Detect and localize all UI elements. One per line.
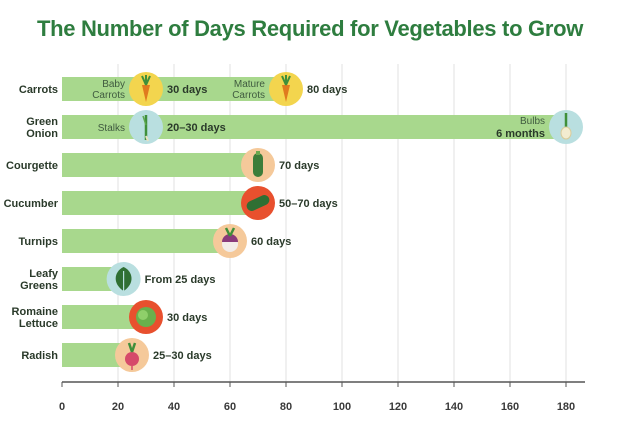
x-tick-label: 120 (389, 401, 407, 413)
carrot-leaves (141, 75, 151, 86)
marker-sublabel: Baby Carrots (92, 79, 125, 101)
bar (62, 153, 258, 177)
x-tick-label: 40 (168, 401, 180, 413)
category-label: Courgette (6, 160, 58, 172)
radish-body (125, 352, 139, 366)
turnip-top (222, 234, 238, 242)
turnip-leaves (224, 227, 236, 237)
x-tick-label: 80 (280, 401, 292, 413)
marker-value-label: 20–30 days (167, 122, 226, 134)
marker-sublabel: Stalks (98, 123, 125, 134)
bar (62, 191, 247, 215)
marker-value-label: 6 months (496, 128, 545, 140)
cucumber-body (246, 195, 270, 211)
carrot-body (282, 85, 290, 102)
radish-leaves (127, 342, 137, 353)
category-label: Leafy Greens (20, 268, 59, 292)
marker-value-label: 30 days (167, 312, 207, 324)
marker-sublabel: Bulbs (520, 116, 545, 127)
marker-value-label: From 25 days (145, 274, 216, 286)
chart-title: The Number of Days Required for Vegetabl… (36, 16, 584, 41)
onion-leaf (142, 115, 147, 126)
marker-value-label: 25–30 days (153, 350, 212, 362)
lettuce-leaf (138, 310, 148, 320)
marker-value-label: 30 days (167, 84, 207, 96)
courgette-body (253, 153, 263, 177)
courgette-stem (256, 151, 260, 155)
carrot-body (142, 85, 150, 102)
x-tick-label: 160 (501, 401, 519, 413)
marker-value-label: 60 days (251, 236, 291, 248)
category-label: Turnips (18, 236, 58, 248)
onion-bulb (560, 126, 572, 140)
marker-sublabel: Mature Carrots (232, 79, 265, 101)
x-tick-label: 0 (59, 401, 65, 413)
x-tick-label: 100 (333, 401, 351, 413)
category-label: Radish (21, 350, 58, 362)
onion-root (145, 135, 149, 142)
marker-value-label: 50–70 days (279, 198, 338, 210)
x-tick-label: 20 (112, 401, 124, 413)
category-label: Romaine Lettuce (12, 306, 58, 330)
bar (62, 229, 230, 253)
category-label: Cucumber (4, 198, 59, 210)
x-tick-label: 60 (224, 401, 236, 413)
carrot-leaves (281, 75, 291, 86)
category-label: Carrots (19, 84, 58, 96)
category-label: Green Onion (26, 116, 58, 140)
marker-value-label: 80 days (307, 84, 347, 96)
x-tick-label: 140 (445, 401, 463, 413)
marker-value-label: 70 days (279, 160, 319, 172)
bar (62, 77, 286, 101)
x-tick-label: 180 (557, 401, 575, 413)
